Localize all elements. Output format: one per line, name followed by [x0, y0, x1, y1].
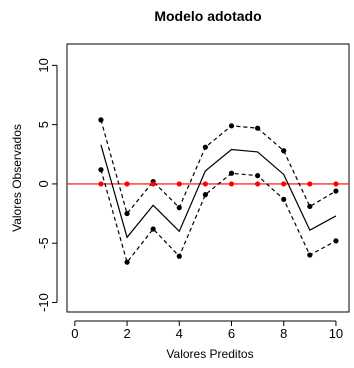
plot-frame [66, 43, 350, 313]
data-point-lower [176, 253, 182, 259]
reference-point [228, 181, 235, 187]
data-point-lower [124, 259, 130, 265]
data-point-upper [98, 117, 104, 123]
reference-point [124, 181, 130, 187]
y-tick-label: 0 [36, 180, 51, 187]
x-tick-label: 8 [280, 326, 287, 341]
y-axis-label: Valores Observados [10, 124, 24, 232]
reference-point [202, 181, 208, 187]
data-point-lower [255, 173, 261, 179]
data-point-lower [333, 238, 339, 244]
data-point-upper [281, 148, 287, 154]
reference-point [281, 181, 287, 187]
data-point-upper [255, 125, 261, 131]
x-tick-label: 4 [176, 326, 183, 341]
reference-point [98, 181, 104, 187]
y-tick-label: 5 [36, 121, 51, 128]
data-point-upper [202, 144, 208, 150]
y-tick-label: -5 [36, 237, 51, 249]
x-axis-label: Valores Preditos [166, 347, 253, 361]
reference-point [307, 181, 313, 187]
x-tick-label: 2 [123, 326, 130, 341]
data-point-upper [333, 188, 339, 194]
series-line-fit [100, 144, 337, 239]
reference-point [150, 181, 156, 187]
reference-point [255, 181, 261, 187]
data-point-upper [307, 203, 313, 210]
x-axis: 0 2 4 6 8 10 [71, 320, 343, 341]
data-point-lower [228, 170, 235, 176]
y-tick-label: -10 [36, 293, 51, 312]
reference-point [176, 181, 182, 187]
data-point-upper [176, 205, 182, 211]
series-line-lower [100, 169, 337, 264]
data-point-lower [307, 252, 313, 258]
data-point-lower [150, 226, 156, 232]
data-point-lower [98, 167, 104, 173]
data-point-upper [124, 210, 130, 217]
x-tick-label: 0 [71, 326, 78, 341]
x-tick-label: 10 [329, 326, 343, 341]
series-line-upper [100, 119, 337, 215]
plot-marks [67, 117, 349, 265]
data-point-lower [281, 196, 287, 202]
data-point-upper [228, 123, 235, 129]
chart-title: Modelo adotado [154, 8, 261, 24]
x-tick-label: 6 [228, 326, 235, 341]
data-point-lower [202, 192, 208, 198]
y-tick-label: 10 [36, 58, 51, 72]
reference-point [333, 181, 339, 187]
y-axis: -10 -5 0 5 10 [36, 58, 58, 312]
